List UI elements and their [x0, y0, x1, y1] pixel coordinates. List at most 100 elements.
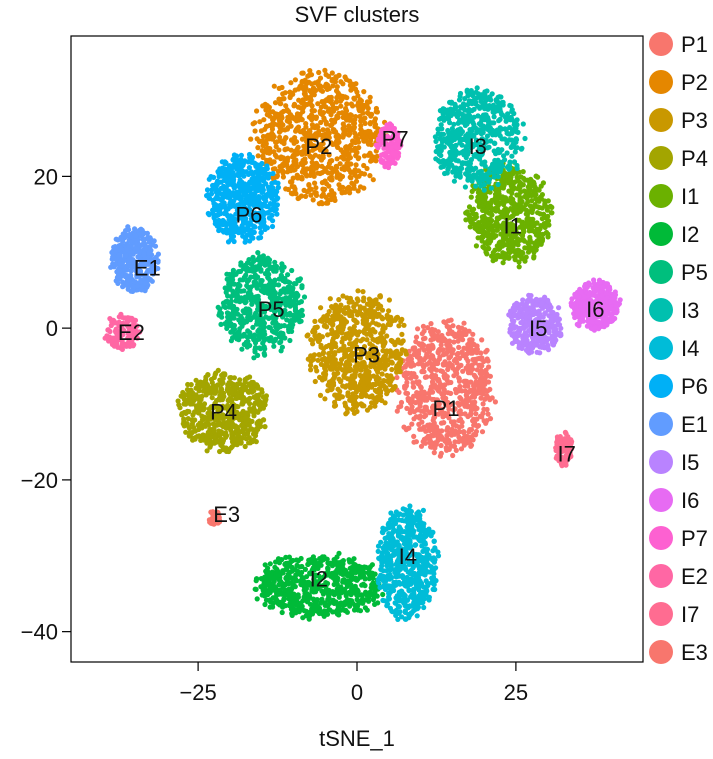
data-point	[325, 170, 331, 176]
data-point	[260, 260, 266, 266]
data-point	[351, 556, 357, 562]
data-point	[355, 607, 361, 613]
data-point	[420, 362, 426, 368]
data-point	[398, 318, 404, 324]
data-point	[436, 401, 442, 407]
data-point	[463, 396, 470, 402]
data-point	[468, 88, 474, 94]
data-point	[433, 148, 439, 155]
data-point	[255, 153, 261, 159]
data-point	[357, 304, 363, 310]
data-point	[503, 173, 509, 179]
data-point	[299, 79, 305, 85]
data-point	[280, 174, 286, 180]
data-point	[298, 606, 304, 612]
data-point	[223, 425, 229, 431]
data-point	[284, 169, 291, 175]
data-point	[454, 114, 460, 120]
data-point	[308, 557, 314, 563]
data-point	[249, 301, 255, 307]
data-point	[315, 101, 321, 107]
data-point	[385, 377, 391, 383]
data-point	[242, 443, 248, 450]
data-point	[456, 439, 462, 445]
data-point	[481, 187, 487, 193]
data-point	[528, 176, 534, 182]
data-point	[361, 185, 367, 191]
data-point	[415, 407, 421, 413]
data-point	[292, 87, 298, 93]
data-point	[458, 446, 465, 452]
data-point	[372, 345, 379, 351]
data-point	[478, 194, 484, 200]
data-point	[269, 130, 275, 136]
data-point	[428, 440, 434, 447]
data-point	[327, 296, 333, 302]
data-point	[545, 231, 551, 237]
data-point	[329, 101, 336, 107]
data-point	[260, 153, 266, 159]
data-point	[302, 590, 308, 596]
data-point	[246, 440, 252, 446]
data-point	[373, 105, 379, 112]
data-point	[354, 296, 360, 302]
data-point	[354, 366, 360, 372]
data-point	[342, 567, 348, 573]
data-point	[367, 394, 373, 400]
data-point	[243, 299, 249, 305]
data-point	[351, 96, 358, 102]
data-point	[313, 165, 319, 171]
data-point	[330, 196, 337, 202]
data-point	[309, 112, 315, 118]
data-point	[347, 366, 353, 372]
data-point	[477, 379, 483, 385]
data-point	[426, 395, 432, 401]
data-point	[358, 393, 364, 399]
data-point	[262, 601, 268, 608]
data-point	[248, 136, 254, 142]
data-point	[334, 578, 340, 584]
data-point	[477, 170, 483, 176]
data-point	[430, 345, 436, 351]
data-point	[229, 431, 235, 437]
data-point	[312, 378, 318, 385]
data-point	[300, 109, 306, 115]
data-point	[257, 119, 263, 125]
data-point	[367, 404, 373, 410]
data-point	[231, 325, 237, 331]
data-point	[457, 383, 463, 390]
data-point	[347, 312, 353, 319]
data-point	[394, 374, 400, 381]
data-point	[448, 110, 454, 116]
data-point	[211, 428, 217, 434]
data-point	[340, 93, 346, 99]
data-point	[269, 123, 275, 129]
data-point	[328, 188, 335, 194]
data-point	[342, 599, 348, 606]
data-point	[416, 415, 423, 421]
data-point	[326, 183, 332, 189]
data-point	[527, 239, 533, 245]
data-point	[334, 169, 340, 175]
data-point	[282, 603, 288, 609]
data-point	[369, 562, 375, 568]
data-point	[180, 389, 186, 396]
data-point	[447, 99, 453, 105]
data-point	[268, 135, 274, 141]
data-point	[439, 384, 445, 390]
data-point	[508, 195, 514, 201]
data-point	[302, 88, 308, 94]
data-point	[241, 411, 247, 417]
data-point	[295, 104, 301, 110]
data-point	[436, 356, 442, 362]
data-point	[464, 209, 470, 215]
data-point	[290, 557, 296, 564]
data-point	[229, 444, 235, 450]
data-point	[331, 557, 337, 563]
data-point	[451, 129, 457, 136]
data-point	[297, 84, 303, 90]
data-point	[367, 314, 373, 320]
data-point	[445, 167, 451, 173]
data-point	[224, 387, 230, 393]
data-point	[474, 85, 480, 91]
